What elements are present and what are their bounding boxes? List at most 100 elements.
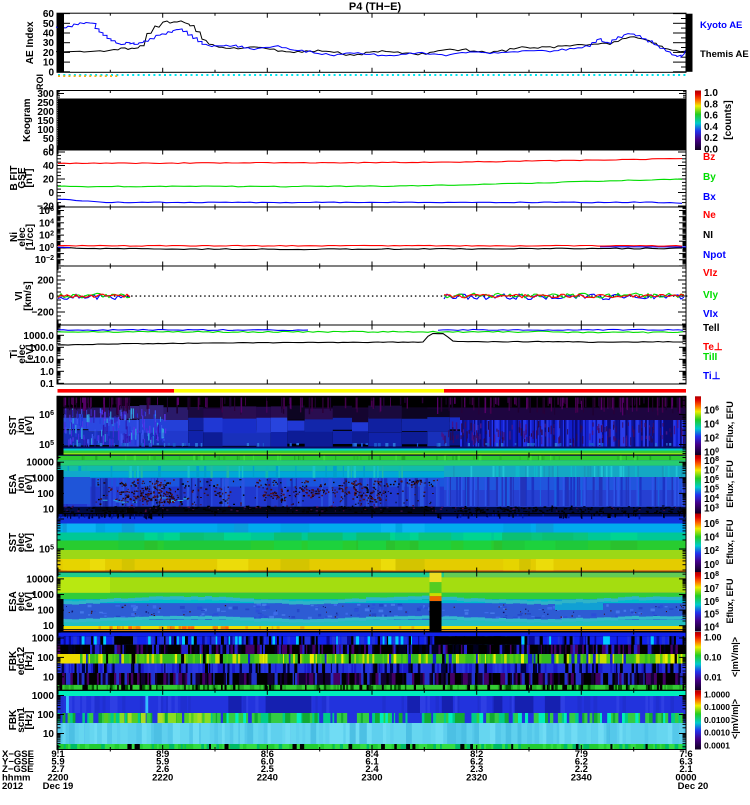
svg-text:<|mV/m|>: <|mV/m|> (730, 637, 740, 677)
svg-text:elec: elec (17, 344, 28, 364)
svg-text:1.0000: 1.0000 (704, 690, 730, 700)
svg-text:8.9: 8.9 (156, 749, 169, 760)
svg-text:250: 250 (37, 98, 54, 109)
svg-text:0: 0 (48, 292, 54, 303)
svg-text:[eV]: [eV] (24, 475, 35, 494)
svg-text:7.6: 7.6 (679, 749, 692, 760)
svg-text:−200: −200 (31, 308, 54, 319)
svg-text:10: 10 (43, 58, 55, 69)
svg-text:Ti⊥: Ti⊥ (703, 371, 721, 382)
svg-text:30: 30 (43, 38, 55, 49)
svg-text:100: 100 (37, 489, 54, 500)
svg-text:[eV]: [eV] (24, 416, 35, 435)
svg-text:GSE: GSE (17, 167, 28, 188)
svg-text:<|mV/m|>: <|mV/m|> (730, 699, 740, 739)
svg-text:104: 104 (39, 218, 54, 229)
svg-text:Ni: Ni (9, 232, 20, 242)
svg-text:ESA: ESA (8, 474, 19, 495)
svg-text:50: 50 (43, 19, 55, 30)
svg-text:elec: elec (17, 227, 28, 247)
svg-text:106: 106 (704, 597, 719, 608)
svg-text:2.4: 2.4 (365, 764, 379, 775)
svg-text:108: 108 (704, 456, 719, 467)
svg-text:1000: 1000 (32, 473, 55, 484)
svg-text:ESA: ESA (8, 591, 19, 612)
svg-text:2240: 2240 (257, 773, 278, 784)
svg-text:10: 10 (43, 672, 55, 683)
svg-text:200: 200 (37, 276, 54, 287)
svg-text:10.0: 10.0 (35, 355, 55, 366)
svg-text:Themis AE: Themis AE (700, 49, 749, 60)
svg-text:0.0: 0.0 (704, 145, 718, 156)
svg-text:[Hz]: [Hz] (24, 652, 35, 671)
svg-text:102: 102 (39, 231, 54, 242)
svg-text:0: 0 (48, 143, 54, 154)
svg-text:VIy: VIy (703, 290, 718, 301)
svg-text:1000: 1000 (32, 634, 55, 645)
svg-text:105: 105 (39, 440, 54, 451)
svg-text:105: 105 (704, 610, 719, 621)
svg-text:6.2: 6.2 (575, 757, 588, 768)
svg-text:elec: elec (16, 532, 27, 552)
svg-text:0.0001: 0.0001 (704, 740, 730, 750)
svg-text:6.3: 6.3 (679, 757, 692, 768)
svg-text:edc12: edc12 (16, 646, 27, 675)
svg-text:100: 100 (37, 125, 54, 136)
svg-text:By: By (703, 172, 716, 183)
svg-text:Ne: Ne (703, 210, 716, 221)
svg-text:0: 0 (48, 188, 54, 199)
svg-text:106: 106 (39, 206, 54, 217)
svg-text:60: 60 (43, 148, 55, 159)
svg-text:2200: 2200 (47, 773, 68, 784)
svg-text:2340: 2340 (571, 773, 592, 784)
svg-text:[eV]: [eV] (24, 592, 35, 611)
svg-text:TiII: TiII (703, 352, 717, 363)
svg-text:0.0100: 0.0100 (704, 715, 730, 725)
svg-text:Ti: Ti (9, 349, 20, 358)
svg-text:0.2: 0.2 (704, 133, 718, 144)
svg-text:Eflux, EFU: Eflux, EFU (725, 578, 735, 623)
svg-text:1.00: 1.00 (704, 633, 722, 643)
svg-text:2220: 2220 (152, 773, 173, 784)
svg-text:2012: 2012 (2, 781, 23, 792)
svg-text:1.0: 1.0 (40, 367, 54, 378)
svg-text:105: 105 (704, 485, 719, 496)
svg-text:0.1000: 0.1000 (704, 702, 730, 712)
svg-text:[nT]: [nT] (24, 169, 35, 188)
svg-text:Y−GSE: Y−GSE (2, 757, 34, 768)
svg-text:108: 108 (704, 571, 719, 582)
svg-text:104: 104 (704, 494, 719, 505)
svg-text:102: 102 (704, 434, 719, 445)
svg-text:104: 104 (704, 623, 719, 634)
svg-text:VI: VI (14, 291, 25, 301)
svg-text:103: 103 (704, 504, 719, 515)
svg-text:Keogram: Keogram (22, 98, 33, 141)
svg-text:6.1: 6.1 (365, 757, 379, 768)
svg-text:ROI: ROI (35, 74, 45, 90)
svg-text:106: 106 (704, 475, 719, 486)
svg-text:Bz: Bz (703, 152, 715, 163)
svg-text:Te⊥: Te⊥ (703, 342, 723, 353)
svg-text:[counts]: [counts] (723, 100, 734, 139)
svg-text:300: 300 (37, 89, 54, 100)
svg-text:0000: 0000 (675, 773, 696, 784)
svg-text:0.4: 0.4 (704, 122, 718, 133)
svg-text:NI: NI (703, 230, 713, 241)
svg-text:100.0: 100.0 (29, 343, 54, 354)
svg-text:1.0: 1.0 (704, 88, 718, 99)
svg-text:hhmm: hhmm (2, 773, 31, 784)
svg-text:9.1: 9.1 (51, 749, 65, 760)
svg-text:VIx: VIx (703, 309, 718, 320)
svg-text:[1/cc]: [1/cc] (25, 224, 36, 250)
svg-text:Tell: Tell (703, 323, 720, 334)
svg-text:SST: SST (8, 416, 19, 435)
svg-text:1000.0: 1000.0 (23, 331, 54, 342)
svg-text:Eflux, EFU: Eflux, EFU (725, 519, 735, 564)
svg-text:0: 0 (48, 67, 54, 78)
svg-text:104: 104 (704, 420, 719, 431)
svg-text:5.9: 5.9 (51, 757, 64, 768)
svg-text:2.1: 2.1 (679, 764, 693, 775)
svg-text:FBK: FBK (8, 650, 19, 671)
svg-text:0.1: 0.1 (40, 379, 54, 390)
svg-text:EFlux, EFU: EFlux, EFU (725, 401, 735, 449)
